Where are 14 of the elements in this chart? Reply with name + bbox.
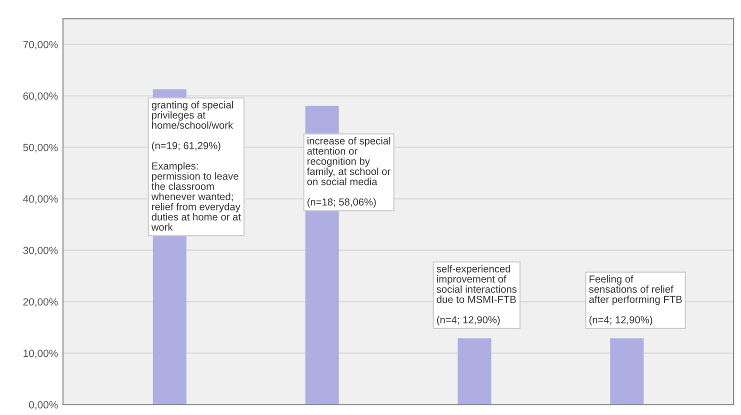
y-tick-label: 40,00% — [23, 195, 58, 204]
y-tick-label: 30,00% — [23, 246, 58, 256]
annotation: Feeling of sensations of relief after performing FTB (n=4; 12,90%) — [589, 275, 682, 326]
y-tick-label: 10,00% — [24, 350, 58, 358]
y-tick-label: 70,00% — [23, 40, 58, 50]
y-tick-label: 50,00% — [23, 144, 58, 152]
y-tick-label: 60,00% — [23, 92, 58, 101]
y-tick-label: 0,00% — [28, 401, 58, 410]
bar — [610, 338, 644, 405]
text: granting of special privileges at home/school/work (n=19; 61,29%) Examples: permission to leave the classroom whenever wanted; relief from everyday duties at home or at work — [151, 101, 241, 231]
text: self-experienced improvement of social interactions due to MSMI-FTB (n=4; 12,90%) — [436, 264, 517, 326]
bar — [458, 338, 492, 405]
y-tick-label: 20,00% — [23, 298, 58, 307]
text: increase of special attention or recognition by family, at school or on social media (n=18; 58,06%) — [306, 137, 390, 208]
